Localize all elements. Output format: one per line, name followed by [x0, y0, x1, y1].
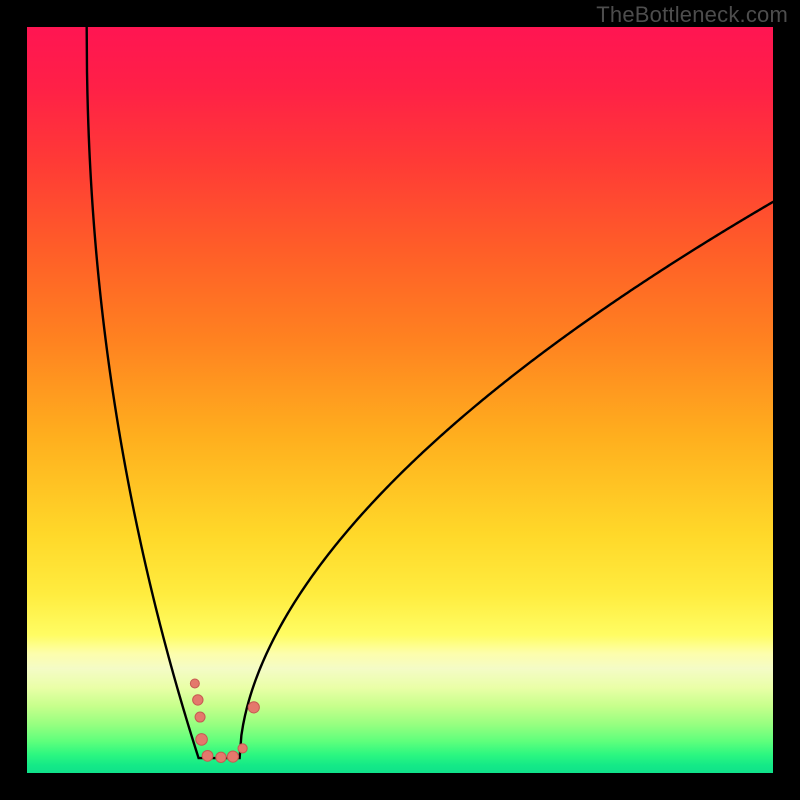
data-point — [193, 695, 203, 705]
data-point — [238, 744, 247, 753]
chart-frame: TheBottleneck.com — [0, 0, 800, 800]
data-point — [248, 702, 259, 713]
plot-svg — [27, 27, 773, 773]
data-point — [216, 752, 226, 762]
data-point — [195, 712, 205, 722]
data-point — [190, 679, 199, 688]
watermark-text: TheBottleneck.com — [596, 2, 788, 28]
plot-area — [27, 27, 773, 773]
data-point — [202, 750, 213, 761]
gradient-background — [27, 27, 773, 773]
data-point — [227, 751, 238, 762]
data-point — [196, 734, 208, 746]
